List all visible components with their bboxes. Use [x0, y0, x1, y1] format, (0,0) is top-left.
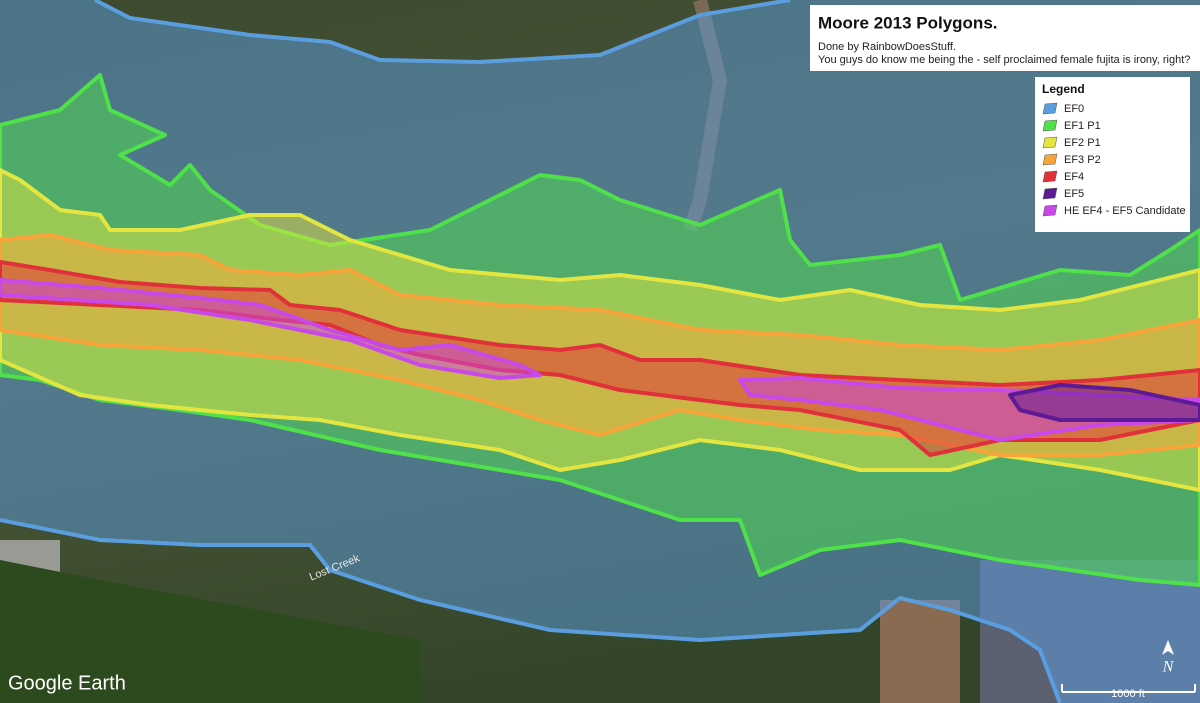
title: Moore 2013 Polygons. — [818, 13, 998, 32]
legend-swatch — [1042, 102, 1058, 115]
legend-label: EF5 — [1064, 188, 1084, 200]
credit: Done by RainbowDoesStuff. — [818, 41, 956, 53]
legend-swatch — [1042, 170, 1058, 183]
legend-swatch — [1042, 153, 1058, 166]
legend-label: EF1 P1 — [1064, 120, 1101, 132]
he-candidate-zone — [738, 376, 1200, 442]
legend-swatch — [1042, 187, 1058, 200]
dirt-lot — [880, 600, 960, 703]
brand-label: Google Earth — [8, 672, 126, 694]
legend-swatch — [1042, 136, 1058, 149]
ef5-zone — [1008, 383, 1200, 422]
ef0-boundary — [94, 0, 791, 65]
he-candidate-zone — [0, 278, 542, 380]
note: You guys do know me being the - self pro… — [818, 54, 1190, 66]
legend-label: EF2 P1 — [1064, 137, 1101, 149]
legend-items: EF0 EF1 P1 EF2 P1 EF3 P2 EF4 EF5 HE EF4 - EF5 … — [1042, 102, 1186, 217]
legend-label: HE EF4 - EF5 Candidate — [1064, 205, 1186, 217]
legend-label: EF4 — [1064, 171, 1084, 183]
title-box — [810, 5, 1200, 71]
woodland — [0, 560, 420, 703]
north-arrow — [1162, 640, 1174, 655]
scale-label: 1000 ft — [1111, 688, 1145, 700]
legend-box — [1035, 77, 1190, 232]
legend-label: EF3 P2 — [1064, 154, 1101, 166]
legend-title: Legend — [1042, 82, 1085, 96]
legend-swatch — [1042, 119, 1058, 132]
legend-swatch — [1042, 204, 1058, 217]
north-label: N — [1162, 659, 1175, 676]
ef0-boundary — [0, 518, 1062, 703]
legend-label: EF0 — [1064, 103, 1084, 115]
